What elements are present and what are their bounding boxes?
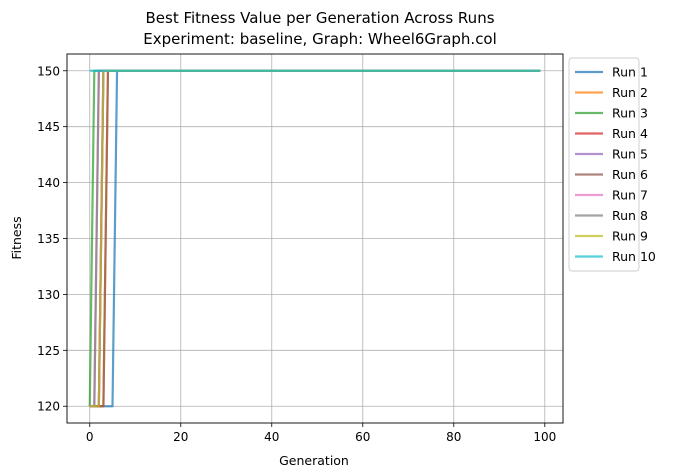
legend-entry: Run 6	[612, 167, 648, 182]
y-tick-label: 125	[37, 344, 60, 358]
legend-box	[568, 57, 640, 272]
y-tick-label: 140	[37, 176, 60, 190]
series-lines	[88, 69, 541, 408]
y-tick-label: 120	[37, 400, 60, 414]
legend-entry: Run 9	[612, 229, 648, 244]
legend-entry: Run 3	[612, 106, 648, 121]
legend-entry: Run 5	[612, 147, 648, 162]
legend-entry: Run 8	[612, 208, 648, 223]
y-axis-label: Fitness	[9, 216, 24, 259]
legend: Run 1 Run 2 Run 3 Run 4 Run 5 Run 6 Run 7 Run 8…	[568, 57, 656, 272]
x-tick-label: 20	[173, 430, 188, 444]
y-tick-label: 150	[37, 64, 60, 78]
axis-ticks: 0 20 40 60 80 100 120 125 130 135 140 145 150	[37, 64, 556, 444]
x-tick-label: 0	[86, 430, 94, 444]
x-tick-label: 100	[533, 430, 556, 444]
x-tick-label: 60	[355, 430, 370, 444]
chart-subtitle: Experiment: baseline, Graph: Wheel6Graph…	[143, 30, 497, 48]
x-tick-label: 80	[446, 430, 461, 444]
legend-entry: Run 4	[612, 126, 648, 141]
grid-lines	[67, 54, 563, 423]
y-tick-label: 145	[37, 120, 60, 134]
x-axis-label: Generation	[279, 453, 349, 468]
y-tick-label: 130	[37, 288, 60, 302]
legend-entry: Run 1	[612, 65, 648, 80]
chart-title: Best Fitness Value per Generation Across…	[145, 9, 494, 27]
y-tick-label: 135	[37, 232, 60, 246]
legend-entry: Run 7	[612, 188, 648, 203]
x-tick-label: 40	[264, 430, 279, 444]
legend-entry: Run 10	[612, 249, 656, 264]
legend-entry: Run 2	[612, 85, 648, 100]
